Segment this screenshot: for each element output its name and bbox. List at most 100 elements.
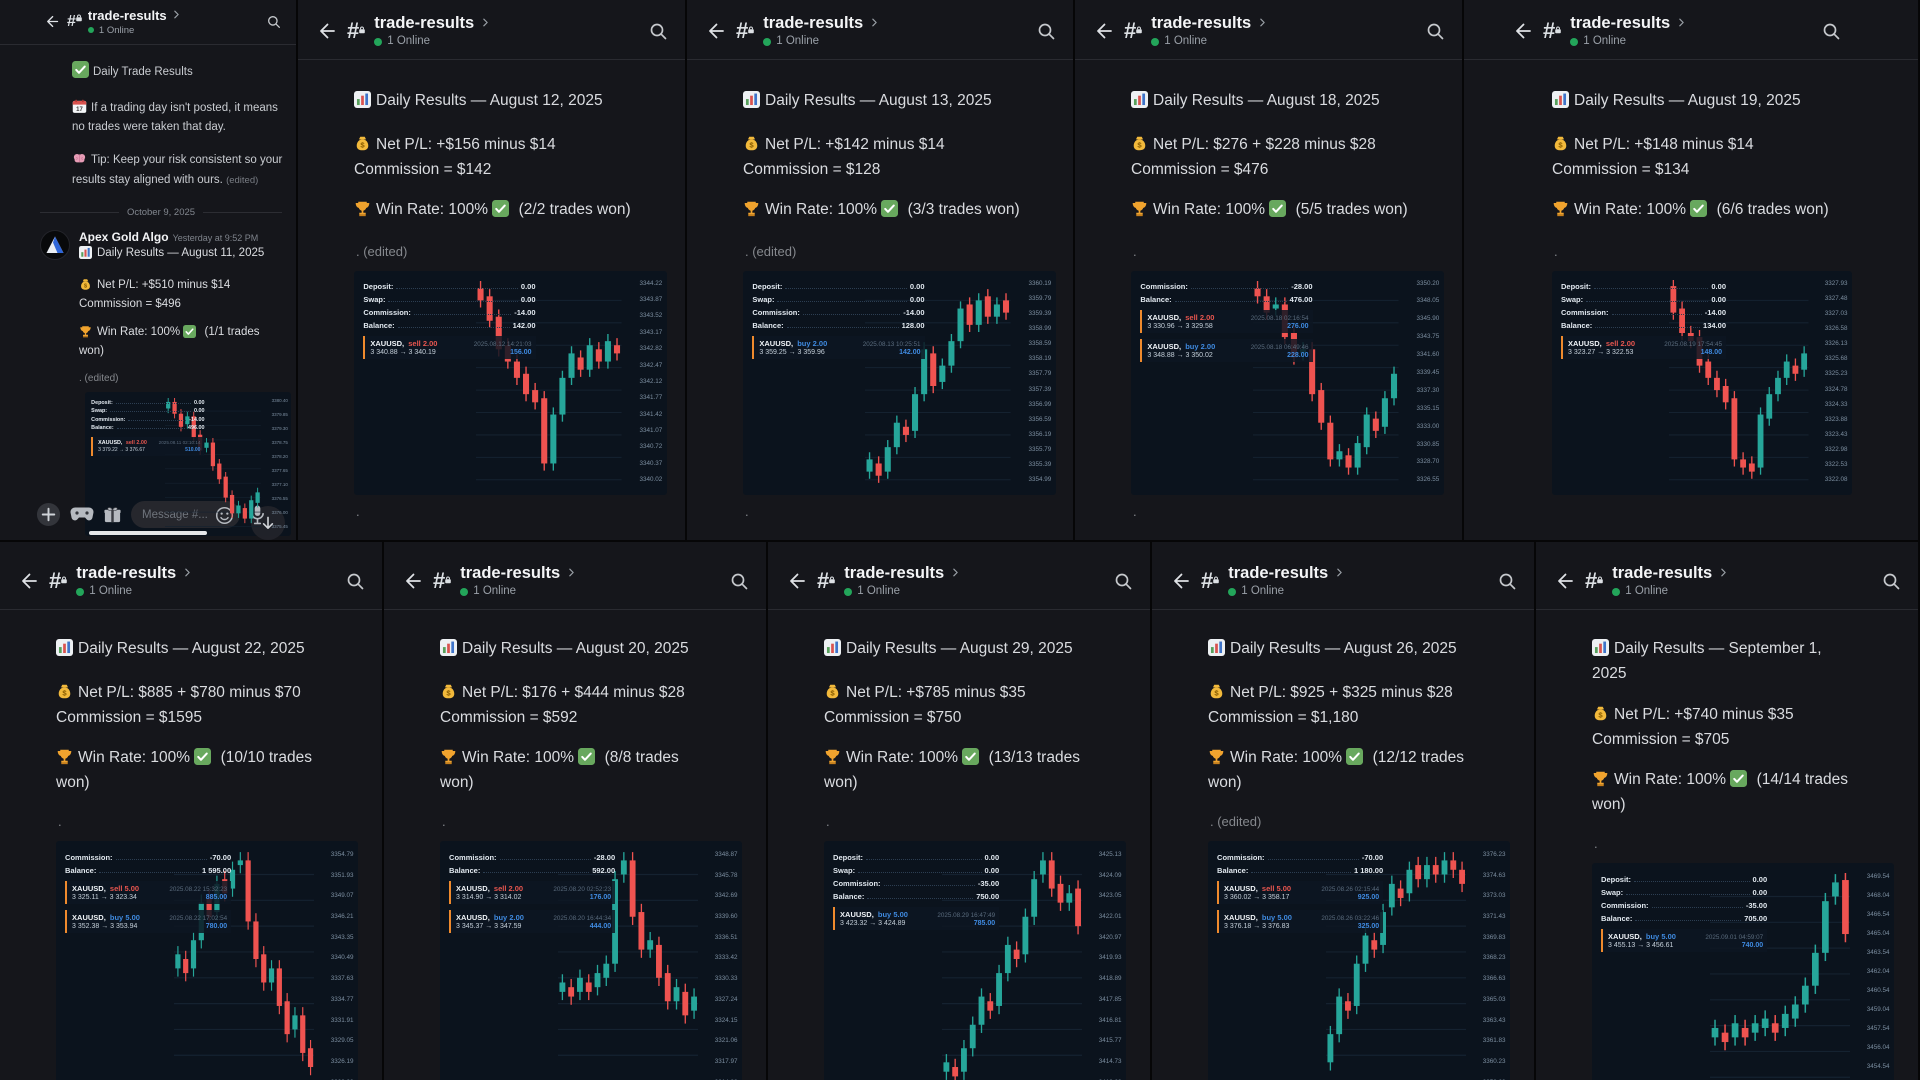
trade-chart-attachment[interactable]: Deposit: 0.00 Swap: 0.00 Commission: -35.00 Ba… xyxy=(824,840,1126,1080)
search-icon[interactable] xyxy=(1113,571,1134,592)
trade-chart-attachment[interactable]: Deposit: 0.00 Swap: 0.00 Commission: -14.00 Ba… xyxy=(1552,270,1852,495)
net-pl-line: $ Net P/L: +$142 minus $14 xyxy=(743,134,1053,159)
back-arrow-icon[interactable] xyxy=(402,571,422,591)
avatar[interactable] xyxy=(40,230,70,261)
back-arrow-icon[interactable] xyxy=(18,571,38,591)
price-axis-label: 3340.49 xyxy=(330,954,354,962)
phone-screenshot-aug-19: # trade-results 1 Online Daily Results —… xyxy=(1464,0,1920,540)
search-icon[interactable] xyxy=(1425,21,1446,42)
price-axis-label: 3336.51 xyxy=(714,933,738,941)
price-axis-label: 3359.79 xyxy=(1028,294,1052,302)
next-message-dot: . xyxy=(1133,503,1137,519)
chart-info-row: Balance: 128.00 xyxy=(752,320,925,330)
price-axis-label: 3343.75 xyxy=(1416,333,1440,341)
channel-title-block[interactable]: trade-results 1 Online xyxy=(1151,14,1414,49)
svg-text:$: $ xyxy=(1214,688,1219,697)
message-input[interactable] xyxy=(131,501,240,528)
trade-price-range: 3 359.25 → 3 359.96 xyxy=(759,348,825,356)
bar-chart-icon xyxy=(1131,90,1148,115)
commission-line: Commission = $750 xyxy=(824,708,962,726)
trade-profit: 740.00 xyxy=(1741,942,1764,950)
channel-hash-lock-icon: # xyxy=(1585,570,1604,592)
trade-price-range: 3 323.27 → 3 322.53 xyxy=(1568,348,1634,356)
search-icon[interactable] xyxy=(729,571,750,592)
price-axis-label: 3324.33 xyxy=(1824,400,1848,408)
channel-header: # trade-results 1 Online xyxy=(0,558,382,610)
chevron-right-icon xyxy=(171,8,182,24)
back-arrow-icon[interactable] xyxy=(1512,21,1532,41)
channel-title-block[interactable]: trade-results 1 Online xyxy=(1612,564,1870,599)
channel-title-block[interactable]: trade-results 1 Online xyxy=(763,14,1025,49)
back-arrow-icon[interactable] xyxy=(316,21,336,41)
price-axis-label: 3355.39 xyxy=(1028,461,1052,469)
price-axis-label: 3377.10 xyxy=(271,482,288,488)
bar-chart-icon xyxy=(79,246,92,264)
lock-icon xyxy=(747,16,755,38)
trade-chart-attachment[interactable]: Commission: -28.00 Balance: 476.00 XAUUSD, s… xyxy=(1131,270,1444,495)
trade-time: 2025.09.01 04:59:07 xyxy=(1705,934,1764,942)
lock-icon xyxy=(828,566,836,588)
author-name[interactable]: Apex Gold Algo Yesterday at 9:52 PM xyxy=(79,230,259,245)
chart-info-row: Swap: 0.00 xyxy=(833,866,1000,876)
trade-chart-attachment[interactable]: Deposit: 0.00 Swap: 0.00 Commission: -35.00 Ba… xyxy=(1592,862,1894,1080)
price-axis-label: 3459.04 xyxy=(1866,1005,1890,1013)
price-axis-label: 3365.03 xyxy=(1482,995,1506,1003)
brain-icon xyxy=(72,151,87,172)
commission-line: Commission = $705 xyxy=(1592,730,1730,748)
back-arrow-icon[interactable] xyxy=(705,21,725,41)
trade-chart-attachment[interactable]: Commission: -70.00 Balance: 1 595.00 XAUUSD,… xyxy=(56,840,358,1080)
gift-icon[interactable] xyxy=(103,505,122,524)
search-icon[interactable] xyxy=(266,14,282,30)
back-arrow-icon[interactable] xyxy=(1170,571,1190,591)
commission-line: Commission = $134 xyxy=(1552,160,1690,178)
price-axis-label: 3469.54 xyxy=(1866,872,1890,880)
trade-chart-attachment[interactable]: Commission: -28.00 Balance: 592.00 XAUUSD, s… xyxy=(440,840,742,1080)
price-axis-label: 3323.88 xyxy=(1824,415,1848,423)
back-arrow-icon[interactable] xyxy=(786,571,806,591)
price-axis-label: 3325.68 xyxy=(1824,355,1848,363)
channel-title-block[interactable]: trade-results 1 Online xyxy=(87,8,258,36)
commission-line: Commission = $1595 xyxy=(56,708,203,726)
add-attachment-button[interactable] xyxy=(36,502,61,527)
price-axis-label: 3463.54 xyxy=(1866,948,1890,956)
trade-time: 2025.08.12 14:21:03 xyxy=(473,340,532,348)
search-icon[interactable] xyxy=(1497,571,1518,592)
win-rate-line: Win Rate: 100% (14/14 trades won) xyxy=(1592,769,1848,813)
chevron-right-icon xyxy=(566,564,577,584)
money-bag-icon: $ xyxy=(354,135,371,159)
search-icon[interactable] xyxy=(648,21,669,42)
price-axis-label: 3340.02 xyxy=(639,476,663,484)
chart-info-row: Commission: -14.00 xyxy=(91,416,205,423)
price-axis: 3376.23 3374.63 3373.03 3371.43 3369.83 3368.… xyxy=(1483,851,1506,1080)
win-rate-line: Win Rate: 100% (10/10 trades won) xyxy=(56,747,312,791)
price-axis-label: 3327.03 xyxy=(1824,309,1848,317)
search-icon[interactable] xyxy=(1881,571,1902,592)
back-arrow-icon[interactable] xyxy=(1554,571,1574,591)
channel-title-block[interactable]: trade-results 1 Online xyxy=(460,564,718,599)
back-arrow-icon[interactable] xyxy=(44,14,59,29)
intro-message: Daily Trade Results xyxy=(72,60,286,84)
game-controller-icon[interactable] xyxy=(70,506,94,523)
net-pl-line: $ Net P/L: +$740 minus $35 xyxy=(1592,704,1858,729)
channel-header: # trade-results 1 Online xyxy=(687,8,1073,60)
channel-title-block[interactable]: trade-results 1 Online xyxy=(76,564,334,599)
channel-title-block[interactable]: trade-results 1 Online xyxy=(844,564,1102,599)
channel-title-block[interactable]: trade-results 1 Online xyxy=(374,14,637,49)
price-axis-label: 3339.45 xyxy=(1416,369,1440,376)
search-icon[interactable] xyxy=(1036,21,1057,42)
trade-chart-attachment[interactable]: Deposit: 0.00 Swap: 0.00 Commission: -14.00 Ba… xyxy=(743,270,1056,495)
candlestick-area xyxy=(476,280,622,484)
search-icon[interactable] xyxy=(1821,21,1842,42)
channel-header: # trade-results 1 Online xyxy=(768,558,1150,610)
trade-chart-attachment[interactable]: Deposit: 0.00 Swap: 0.00 Commission: -14.00 Ba… xyxy=(354,270,667,495)
channel-hash-lock-icon: # xyxy=(817,570,836,592)
channel-hash-lock-icon: # xyxy=(433,570,452,592)
channel-title-block[interactable]: trade-results 1 Online xyxy=(1570,14,1810,49)
trade-time: 2025.08.13 10:25:51 xyxy=(862,340,921,348)
chart-account-info: Commission: -28.00 Balance: 476.00 XAUUSD, s… xyxy=(1140,282,1313,362)
svg-text:$: $ xyxy=(830,688,835,697)
back-arrow-icon[interactable] xyxy=(1093,21,1113,41)
trade-chart-attachment[interactable]: Commission: -70.00 Balance: 1 180.00 XAUUSD,… xyxy=(1208,840,1510,1080)
channel-title-block[interactable]: trade-results 1 Online xyxy=(1228,564,1486,599)
search-icon[interactable] xyxy=(345,571,366,592)
